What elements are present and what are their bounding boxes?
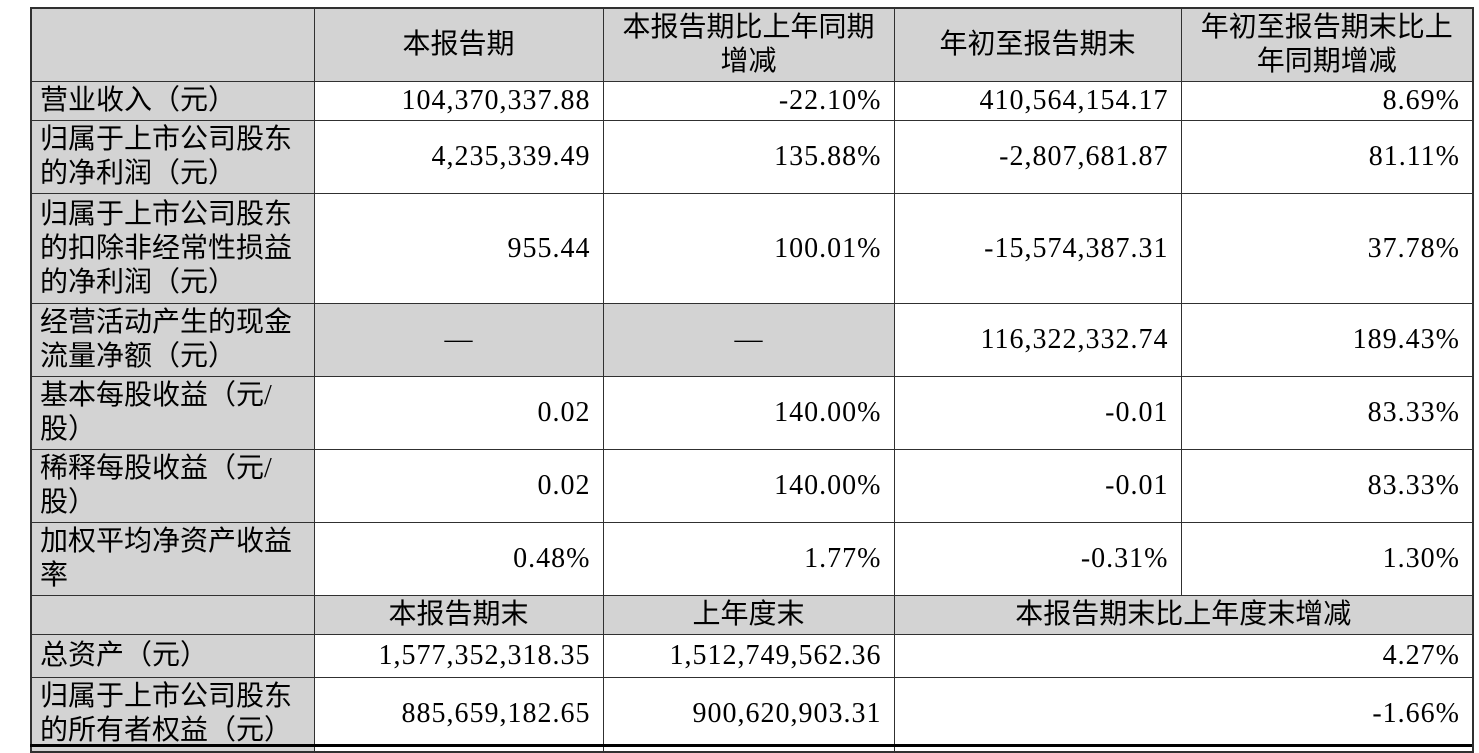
row-label: 归属于上市公司股东的所有者权益（元）	[30, 677, 315, 752]
cell-ytd-change: 8.69%	[1180, 81, 1474, 121]
cell-yoy-change: 140.00%	[602, 376, 895, 450]
row-label: 基本每股收益（元/股）	[30, 376, 315, 450]
cell-ytd: 410,564,154.17	[893, 81, 1182, 121]
table-row-total-assets: 总资产（元） 1,577,352,318.35 1,512,749,562.36…	[30, 634, 1474, 678]
cell-ytd: -0.31%	[893, 522, 1182, 596]
cell-yoy-change: 1.77%	[602, 522, 895, 596]
cell-current-period: 104,370,337.88	[313, 81, 604, 121]
cell-ytd-change: 1.30%	[1180, 522, 1474, 596]
cell-ytd-change: 189.43%	[1180, 303, 1474, 377]
cell-current-period-dash: —	[313, 303, 604, 377]
cell-ytd-change: 83.33%	[1180, 449, 1474, 523]
cell-ytd: -15,574,387.31	[893, 193, 1182, 304]
col-header-current-period-end: 本报告期末	[313, 595, 604, 635]
cell-prior-year-end: 1,512,749,562.36	[602, 634, 895, 678]
col-header-end-vs-prior-change: 本报告期末比上年度末增减	[893, 595, 1474, 635]
cell-current-period-end: 885,659,182.65	[313, 677, 604, 752]
cell-yoy-change-dash: —	[602, 303, 895, 377]
cell-yoy-change: 140.00%	[602, 449, 895, 523]
financial-summary-table: 本报告期 本报告期比上年同期增减 年初至报告期末 年初至报告期末比上年同期增减 …	[30, 7, 1474, 753]
cell-yoy-change: 100.01%	[602, 193, 895, 304]
cell-prior-year-end: 900,620,903.31	[602, 677, 895, 752]
row-label: 加权平均净资产收益率	[30, 522, 315, 596]
cell-yoy-change: -22.10%	[602, 81, 895, 121]
table-row-basic-eps: 基本每股收益（元/股） 0.02 140.00% -0.01 83.33%	[30, 376, 1474, 450]
col-header-ytd: 年初至报告期末	[893, 7, 1182, 82]
period-header-row: 本报告期 本报告期比上年同期增减 年初至报告期末 年初至报告期末比上年同期增减	[30, 7, 1474, 82]
table-row-net-profit: 归属于上市公司股东的净利润（元） 4,235,339.49 135.88% -2…	[30, 120, 1474, 194]
row-label: 总资产（元）	[30, 634, 315, 678]
cell-end-vs-prior-change: -1.66%	[893, 677, 1474, 752]
cell-current-period: 4,235,339.49	[313, 120, 604, 194]
cell-current-period: 0.02	[313, 376, 604, 450]
col-header-prior-year-end: 上年度末	[602, 595, 895, 635]
row-label: 归属于上市公司股东的扣除非经常性损益的净利润（元）	[30, 193, 315, 304]
row-label: 归属于上市公司股东的净利润（元）	[30, 120, 315, 194]
cell-current-period: 0.02	[313, 449, 604, 523]
cell-ytd: 116,322,332.74	[893, 303, 1182, 377]
yearend-header-row: 本报告期末 上年度末 本报告期末比上年度末增减	[30, 595, 1474, 635]
cell-ytd: -0.01	[893, 449, 1182, 523]
cell-current-period: 0.48%	[313, 522, 604, 596]
col-header-yoy-change: 本报告期比上年同期增减	[602, 7, 895, 82]
table-row-operating-cash-flow: 经营活动产生的现金流量净额（元） — — 116,322,332.74 189.…	[30, 303, 1474, 377]
table-row-diluted-eps: 稀释每股收益（元/股） 0.02 140.00% -0.01 83.33%	[30, 449, 1474, 523]
cell-ytd: -2,807,681.87	[893, 120, 1182, 194]
col-header-current-period: 本报告期	[313, 7, 604, 82]
cell-current-period-end: 1,577,352,318.35	[313, 634, 604, 678]
cell-end-vs-prior-change: 4.27%	[893, 634, 1474, 678]
row-label: 稀释每股收益（元/股）	[30, 449, 315, 523]
table-row-operating-revenue: 营业收入（元） 104,370,337.88 -22.10% 410,564,1…	[30, 81, 1474, 121]
row-label: 经营活动产生的现金流量净额（元）	[30, 303, 315, 377]
cell-current-period: 955.44	[313, 193, 604, 304]
cell-ytd-change: 37.78%	[1180, 193, 1474, 304]
table-row-weighted-avg-roe: 加权平均净资产收益率 0.48% 1.77% -0.31% 1.30%	[30, 522, 1474, 596]
cell-ytd-change: 81.11%	[1180, 120, 1474, 194]
cell-yoy-change: 135.88%	[602, 120, 895, 194]
corner-cell	[30, 7, 315, 82]
table-row-net-profit-excl-nonrecurring: 归属于上市公司股东的扣除非经常性损益的净利润（元） 955.44 100.01%…	[30, 193, 1474, 304]
col-header-ytd-change: 年初至报告期末比上年同期增减	[1180, 7, 1474, 82]
cell-ytd-change: 83.33%	[1180, 376, 1474, 450]
table-row-owners-equity: 归属于上市公司股东的所有者权益（元） 885,659,182.65 900,62…	[30, 677, 1474, 752]
cell-ytd: -0.01	[893, 376, 1182, 450]
corner-cell	[30, 595, 315, 635]
thick-bottom-rule	[30, 744, 1472, 747]
row-label: 营业收入（元）	[30, 81, 315, 121]
